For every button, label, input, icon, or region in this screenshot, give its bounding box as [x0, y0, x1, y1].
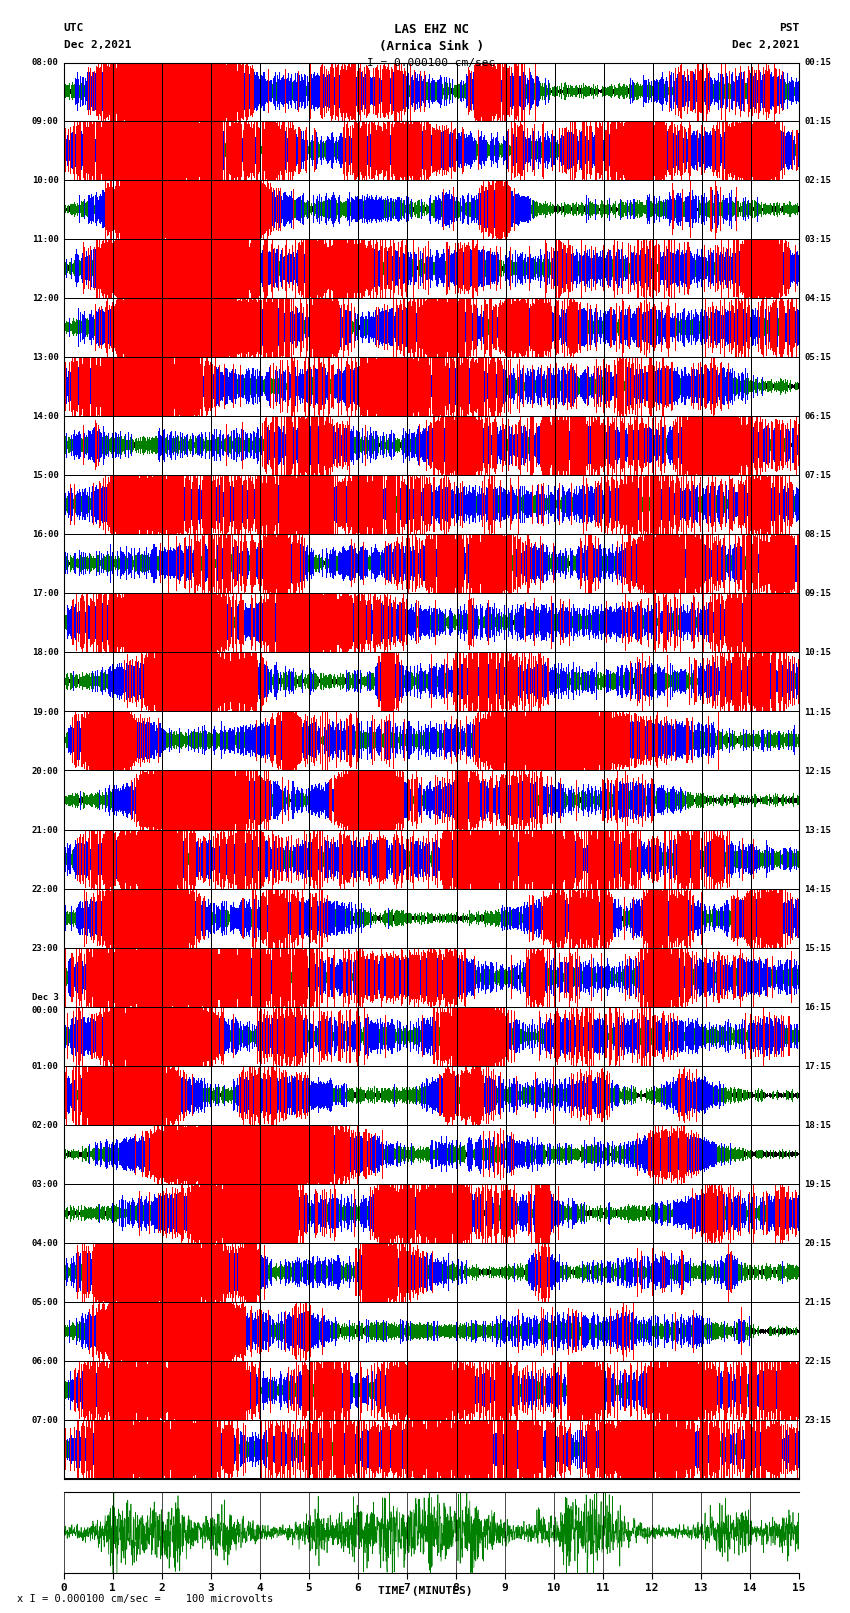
Text: 12:15: 12:15	[804, 766, 831, 776]
Text: 23:15: 23:15	[804, 1416, 831, 1424]
Text: 16:15: 16:15	[804, 1003, 831, 1011]
Text: 23:00: 23:00	[31, 944, 59, 953]
Text: 14:00: 14:00	[31, 413, 59, 421]
Text: 13:15: 13:15	[804, 826, 831, 834]
Text: 21:00: 21:00	[31, 826, 59, 834]
Text: 19:15: 19:15	[804, 1179, 831, 1189]
Text: UTC: UTC	[64, 23, 84, 32]
Text: 00:00: 00:00	[31, 1007, 59, 1015]
Text: 11:00: 11:00	[31, 235, 59, 245]
Text: 06:15: 06:15	[804, 413, 831, 421]
Text: Dec 2,2021: Dec 2,2021	[64, 40, 131, 50]
Text: 12:00: 12:00	[31, 295, 59, 303]
Text: PST: PST	[779, 23, 799, 32]
Text: 18:00: 18:00	[31, 648, 59, 658]
Text: Dec 2,2021: Dec 2,2021	[732, 40, 799, 50]
Text: 09:00: 09:00	[31, 118, 59, 126]
Text: 10:15: 10:15	[804, 648, 831, 658]
Text: 16:00: 16:00	[31, 531, 59, 539]
Text: 15:15: 15:15	[804, 944, 831, 953]
Text: 17:00: 17:00	[31, 589, 59, 598]
Text: I = 0.000100 cm/sec: I = 0.000100 cm/sec	[367, 58, 496, 68]
Text: 14:15: 14:15	[804, 884, 831, 894]
Text: (Arnica Sink ): (Arnica Sink )	[379, 40, 484, 53]
Text: LAS EHZ NC: LAS EHZ NC	[394, 23, 469, 35]
Text: 05:00: 05:00	[31, 1297, 59, 1307]
Text: 04:15: 04:15	[804, 295, 831, 303]
Text: 07:00: 07:00	[31, 1416, 59, 1424]
Text: 03:00: 03:00	[31, 1179, 59, 1189]
Text: 18:15: 18:15	[804, 1121, 831, 1129]
Text: 20:00: 20:00	[31, 766, 59, 776]
Text: 04:00: 04:00	[31, 1239, 59, 1247]
Text: 22:15: 22:15	[804, 1357, 831, 1366]
Text: 08:15: 08:15	[804, 531, 831, 539]
Text: 01:00: 01:00	[31, 1061, 59, 1071]
Text: 01:15: 01:15	[804, 118, 831, 126]
Text: 21:15: 21:15	[804, 1297, 831, 1307]
Text: 09:15: 09:15	[804, 589, 831, 598]
Text: 00:15: 00:15	[804, 58, 831, 68]
Text: 03:15: 03:15	[804, 235, 831, 245]
Text: 17:15: 17:15	[804, 1061, 831, 1071]
Text: 08:00: 08:00	[31, 58, 59, 68]
Text: 07:15: 07:15	[804, 471, 831, 481]
Text: 13:00: 13:00	[31, 353, 59, 363]
Text: 02:00: 02:00	[31, 1121, 59, 1129]
Text: x I = 0.000100 cm/sec =    100 microvolts: x I = 0.000100 cm/sec = 100 microvolts	[17, 1594, 273, 1603]
Text: Dec 3: Dec 3	[31, 994, 59, 1002]
Text: TIME (MINUTES): TIME (MINUTES)	[377, 1586, 473, 1595]
Text: 20:15: 20:15	[804, 1239, 831, 1247]
Text: 02:15: 02:15	[804, 176, 831, 185]
Text: 15:00: 15:00	[31, 471, 59, 481]
Text: 11:15: 11:15	[804, 708, 831, 716]
Text: 10:00: 10:00	[31, 176, 59, 185]
Text: 05:15: 05:15	[804, 353, 831, 363]
Text: 06:00: 06:00	[31, 1357, 59, 1366]
Text: 22:00: 22:00	[31, 884, 59, 894]
Text: 19:00: 19:00	[31, 708, 59, 716]
